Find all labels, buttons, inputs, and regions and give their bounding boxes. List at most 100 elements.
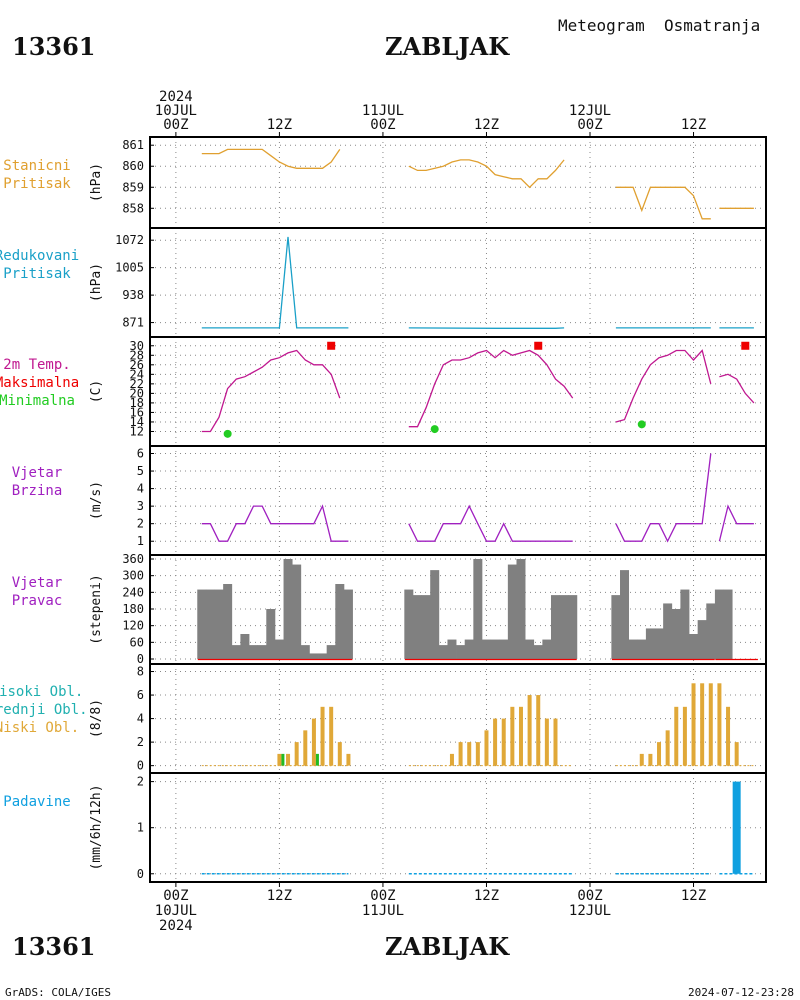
wind-speed-label: Vjetar (12, 465, 63, 481)
wind-speed-grid (150, 446, 766, 555)
y-tick-label: 1005 (115, 261, 144, 275)
y-tick-label: 871 (122, 316, 144, 330)
direction-bar (326, 645, 336, 659)
clouds-label: Visoki Obl. (0, 684, 83, 700)
time-label: 2024 (159, 918, 193, 934)
y-tick-label: 1 (137, 821, 144, 835)
time-label: 12Z (267, 117, 292, 133)
wind-speed-series-line (201, 504, 349, 542)
direction-bar (559, 595, 569, 659)
direction-bar (663, 603, 673, 659)
direction-bar (214, 589, 224, 659)
reduced-pressure-grid (150, 228, 766, 337)
direction-bar (447, 639, 457, 659)
direction-bar (654, 628, 664, 659)
time-label: 12Z (267, 888, 292, 904)
reduced-pressure-label: Pritisak (3, 266, 71, 282)
y-tick-label: 30 (130, 339, 144, 353)
wind-speed-series-line (408, 504, 573, 542)
tmax-marker (534, 341, 543, 350)
time-label: 12Z (474, 117, 499, 133)
time-label: 00Z (163, 117, 188, 133)
time-label: 00Z (163, 888, 188, 904)
direction-bar (223, 584, 233, 659)
clouds-panel: 0 2 4 6 8 (8/8) Visoki Obl. Srednji Obl. Niski O… (0, 663, 767, 774)
precipitation-y-ticks: 0 1 2 (137, 775, 154, 881)
temperature-frame (149, 336, 767, 447)
time-label: 00Z (370, 117, 395, 133)
station-id-bottom: 13361 (12, 932, 96, 961)
clouds-label: Niski Obl. (0, 720, 79, 736)
y-tick-label: 18 (130, 396, 144, 410)
clouds-label: Srednji Obl. (0, 702, 88, 718)
station-pressure-label: Stanicni (3, 158, 70, 174)
low-cloud-bar (458, 742, 463, 766)
y-tick-label: 180 (122, 602, 144, 616)
low-cloud-bar (657, 742, 662, 766)
time-label: 10JUL (155, 903, 197, 919)
low-cloud-bar (665, 730, 670, 766)
y-tick-label: 2 (137, 775, 144, 789)
direction-bar (309, 653, 319, 659)
low-cloud-bar (648, 753, 653, 766)
time-label: 10JUL (155, 103, 197, 119)
wind-speed-y-ticks: 1 2 3 4 5 6 (137, 447, 154, 548)
direction-bar (611, 595, 621, 659)
low-cloud-bar (536, 695, 541, 766)
low-cloud-bar (294, 742, 299, 766)
direction-bar (507, 564, 517, 659)
station-pressure-unit: (hPa) (89, 163, 104, 202)
credit-text: GrADS: COLA/IGES (5, 986, 111, 999)
low-cloud-bar (691, 683, 696, 766)
station-pressure-frame (149, 136, 767, 229)
low-cloud-bar (286, 753, 291, 766)
y-tick-label: 360 (122, 552, 144, 566)
low-cloud-bar (717, 683, 722, 766)
direction-bar (473, 559, 483, 659)
temperature-series-line (201, 349, 341, 433)
direction-bar (516, 559, 526, 659)
direction-bar (689, 634, 699, 659)
time-label: 2024 (159, 89, 193, 105)
precip-bar (732, 781, 741, 874)
y-tick-label: 300 (122, 569, 144, 583)
station-pressure-y-ticks: 858 859 860 861 (122, 138, 154, 215)
y-tick-label: 240 (122, 585, 144, 599)
low-cloud-bar (510, 706, 515, 766)
timestamp-text: 2024-07-12-23:28 (688, 986, 794, 999)
mid-cloud-bar (315, 753, 319, 766)
y-tick-label: 20 (130, 386, 144, 400)
low-cloud-bar (346, 753, 351, 766)
y-tick-label: 16 (130, 405, 144, 419)
wind-direction-label: Vjetar (12, 575, 63, 591)
direction-bar (197, 589, 207, 659)
tmin-marker (637, 420, 646, 429)
direction-bar (490, 639, 500, 659)
reduced-pressure-label: Redukovani (0, 248, 79, 264)
low-cloud-bar (475, 742, 480, 766)
direction-bar (542, 639, 552, 659)
wind-speed-frame (149, 445, 767, 556)
precipitation-frame (149, 772, 767, 883)
temperature-grid (150, 337, 766, 446)
y-tick-label: 2 (137, 517, 144, 531)
wind-direction-label: Pravac (12, 593, 63, 609)
direction-bar (283, 559, 293, 659)
station-pressure-series-line (615, 186, 711, 220)
station-pressure-label: Pritisak (3, 176, 71, 192)
y-tick-label: 6 (137, 447, 144, 461)
direction-bar (343, 589, 353, 659)
y-tick-label: 0 (137, 652, 144, 666)
y-tick-label: 120 (122, 619, 144, 633)
time-label: 12JUL (569, 903, 611, 919)
tmax-marker (327, 341, 336, 350)
direction-bar (300, 645, 310, 659)
direction-bar (481, 639, 491, 659)
y-tick-label: 4 (137, 712, 144, 726)
precipitation-label: Padavine (3, 794, 70, 810)
direction-bar (240, 634, 250, 659)
direction-bar (714, 589, 724, 659)
direction-bar (335, 584, 345, 659)
low-cloud-bar (303, 730, 308, 766)
